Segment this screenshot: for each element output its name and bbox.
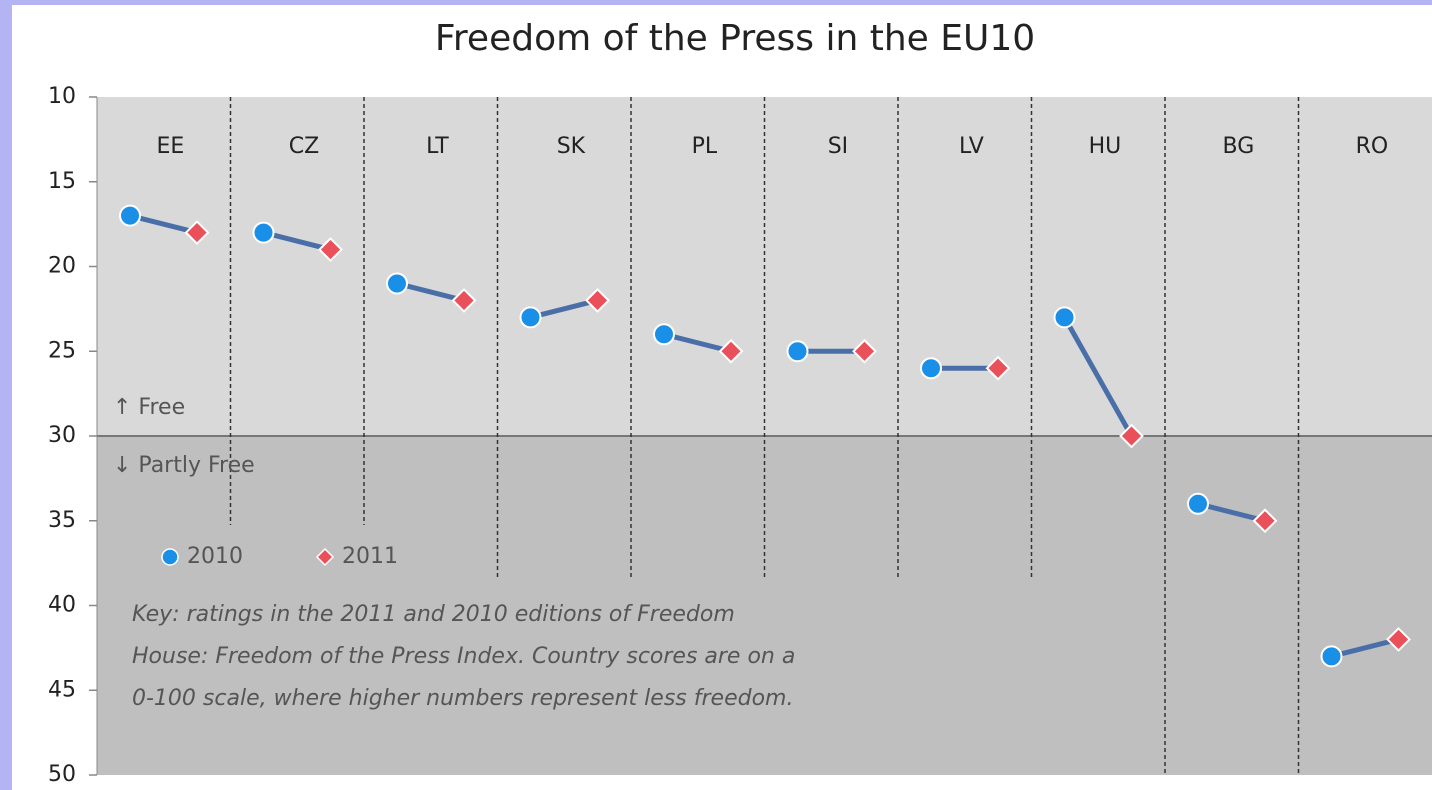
category-label: BG xyxy=(1223,134,1255,159)
y-tick-label: 50 xyxy=(48,762,76,787)
connector xyxy=(262,230,332,252)
marker-2011 xyxy=(585,287,610,313)
y-tick-label: 25 xyxy=(48,338,76,363)
marker-2011 xyxy=(852,338,877,364)
y-tick-label: 15 xyxy=(48,169,76,194)
legend-marker xyxy=(315,547,335,567)
marker-2011 xyxy=(718,338,744,364)
marker-2011 xyxy=(451,287,477,313)
category-label: HU xyxy=(1089,134,1122,159)
category-label: CZ xyxy=(289,134,319,159)
category-label: SK xyxy=(557,134,586,159)
marker-2010 xyxy=(1187,492,1209,515)
category-label: LT xyxy=(426,134,449,159)
marker-2011 xyxy=(1252,508,1278,534)
marker-2010 xyxy=(252,221,275,244)
y-tick-label: 45 xyxy=(48,677,76,702)
marker-2011 xyxy=(1119,423,1144,449)
key-text: Key: ratings in the 2011 and 2010 editio… xyxy=(132,602,735,627)
marker-2011 xyxy=(985,355,1011,381)
category-label: RO xyxy=(1356,134,1389,159)
connector xyxy=(529,297,599,320)
connector xyxy=(396,281,465,303)
category-label: LV xyxy=(959,134,984,159)
connector xyxy=(1062,316,1134,438)
marker-2010 xyxy=(653,323,675,346)
marker-2010 xyxy=(1053,306,1076,329)
connector xyxy=(129,213,198,236)
marker-2010 xyxy=(386,272,408,295)
category-label: PL xyxy=(692,134,718,159)
legend-label: 2010 xyxy=(187,544,243,569)
y-tick-label: 35 xyxy=(48,508,76,533)
marker-2011 xyxy=(1386,626,1411,652)
category-label: SI xyxy=(828,134,848,159)
annotation-below: ↓ Partly Free xyxy=(113,453,255,478)
y-tick-label: 40 xyxy=(48,593,76,618)
marker-2011 xyxy=(184,220,210,246)
legend-marker xyxy=(161,548,179,566)
key-text: House: Freedom of the Press Index. Count… xyxy=(132,644,795,669)
y-tick-label: 10 xyxy=(48,84,76,109)
chart-title: Freedom of the Press in the EU10 xyxy=(435,18,1035,59)
connector xyxy=(663,331,732,354)
y-tick-label: 30 xyxy=(48,423,76,448)
key-text: 0-100 scale, where higher numbers repres… xyxy=(132,686,793,711)
category-label: EE xyxy=(157,134,185,159)
connector xyxy=(1197,501,1266,524)
marker-2010 xyxy=(920,357,942,380)
marker-2011 xyxy=(318,237,343,262)
connector xyxy=(1330,636,1400,659)
y-tick-label: 20 xyxy=(48,254,76,279)
marker-2010 xyxy=(786,340,809,363)
marker-2010 xyxy=(119,204,141,227)
annotation-above: ↑ Free xyxy=(113,395,185,420)
marker-2010 xyxy=(519,306,542,329)
legend-label: 2011 xyxy=(342,544,398,569)
marker-2010 xyxy=(1320,645,1343,668)
